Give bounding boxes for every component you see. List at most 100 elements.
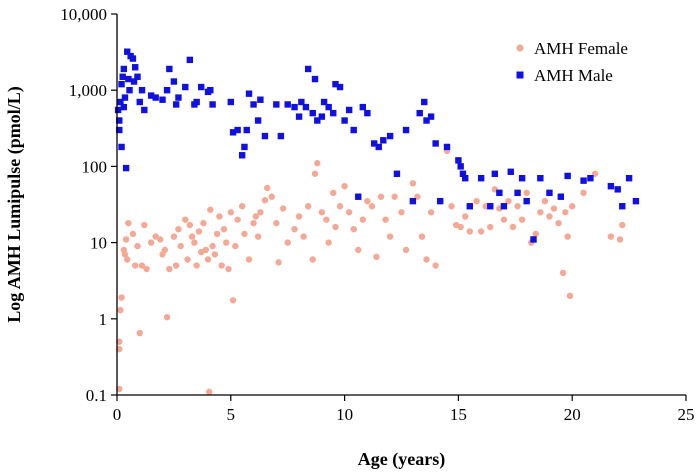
male-point bbox=[309, 109, 316, 117]
male-point bbox=[234, 126, 241, 134]
male-point bbox=[186, 56, 194, 64]
male-point bbox=[443, 143, 451, 151]
female-point bbox=[607, 233, 615, 240]
male-point bbox=[341, 117, 348, 124]
male-point bbox=[172, 101, 180, 108]
female-point bbox=[116, 385, 123, 393]
female-point bbox=[238, 203, 246, 210]
female-point bbox=[350, 225, 357, 233]
male-point bbox=[198, 83, 205, 91]
male-point bbox=[257, 96, 264, 103]
male-point bbox=[432, 140, 439, 147]
female-point bbox=[207, 206, 214, 213]
female-point bbox=[580, 189, 587, 197]
female-point bbox=[359, 216, 367, 223]
female-point bbox=[205, 388, 213, 396]
female-point bbox=[257, 209, 264, 216]
female-point bbox=[227, 209, 234, 216]
female-point bbox=[273, 219, 280, 227]
male-point bbox=[625, 175, 633, 182]
female-point bbox=[122, 236, 130, 243]
x-axis-title: Age (years) bbox=[358, 449, 445, 470]
male-point bbox=[238, 152, 246, 159]
female-point bbox=[398, 209, 405, 216]
male-point bbox=[325, 103, 332, 111]
female-point bbox=[184, 256, 191, 263]
y-tick-label: 100 bbox=[82, 157, 108, 176]
female-point bbox=[368, 203, 376, 210]
male-point bbox=[580, 177, 587, 184]
male-point bbox=[350, 126, 357, 134]
male-point bbox=[436, 197, 444, 205]
female-point bbox=[546, 213, 553, 220]
male-point bbox=[491, 170, 499, 177]
male-point bbox=[124, 48, 131, 55]
male-point bbox=[125, 75, 132, 83]
male-point bbox=[254, 117, 262, 124]
male-point bbox=[332, 80, 339, 88]
female-point bbox=[518, 216, 526, 223]
female-point bbox=[229, 297, 237, 304]
male-point bbox=[241, 143, 248, 151]
female-point bbox=[473, 197, 480, 205]
male-point bbox=[518, 175, 526, 182]
female-point bbox=[134, 242, 141, 250]
female-point bbox=[157, 236, 164, 243]
x-ticks: 0 5 10 15 20 25 bbox=[113, 395, 695, 424]
male-point bbox=[546, 189, 553, 197]
male-point bbox=[364, 109, 371, 117]
male-point bbox=[114, 106, 122, 114]
male-point bbox=[130, 78, 138, 85]
male-point bbox=[459, 170, 467, 177]
female-point bbox=[555, 219, 562, 227]
male-point bbox=[409, 197, 417, 205]
legend: AMH Female AMH Male bbox=[516, 39, 628, 85]
male-point bbox=[245, 90, 253, 97]
male-point bbox=[121, 94, 129, 101]
male-point bbox=[147, 92, 155, 99]
female-point bbox=[427, 209, 435, 216]
female-point bbox=[569, 203, 576, 210]
male-point bbox=[530, 236, 537, 243]
y-tick-label: 10,000 bbox=[60, 5, 107, 24]
y-tick-label: 0.1 bbox=[86, 386, 107, 405]
female-point bbox=[550, 205, 558, 212]
male-point bbox=[393, 170, 401, 177]
male-point bbox=[152, 94, 159, 101]
male-point bbox=[416, 109, 423, 117]
female-point bbox=[418, 233, 426, 240]
female-point bbox=[170, 233, 178, 240]
female-point bbox=[254, 233, 262, 240]
male-point bbox=[427, 113, 435, 120]
female-point bbox=[195, 228, 203, 235]
axes bbox=[116, 14, 686, 396]
female-point bbox=[218, 262, 225, 269]
male-point bbox=[207, 87, 214, 94]
male-point bbox=[250, 101, 257, 108]
female-point bbox=[204, 256, 212, 263]
male-point bbox=[330, 109, 337, 117]
female-point bbox=[386, 233, 394, 240]
female-point bbox=[147, 239, 155, 246]
legend-label: AMH Female bbox=[534, 39, 628, 58]
male-point bbox=[355, 193, 362, 200]
male-point bbox=[423, 117, 430, 124]
series-amh-male bbox=[114, 48, 640, 243]
female-point bbox=[175, 225, 182, 233]
female-point bbox=[136, 329, 143, 337]
male-point bbox=[587, 175, 594, 182]
legend-square-marker bbox=[516, 71, 524, 79]
male-point bbox=[320, 98, 328, 106]
female-point bbox=[466, 228, 473, 235]
female-point bbox=[284, 239, 291, 246]
female-point bbox=[186, 221, 194, 229]
female-point bbox=[141, 221, 148, 229]
female-point bbox=[295, 213, 303, 220]
female-point bbox=[304, 203, 312, 210]
female-point bbox=[409, 180, 417, 187]
male-point bbox=[134, 73, 141, 80]
female-point bbox=[138, 262, 146, 269]
female-point bbox=[182, 216, 189, 223]
male-point bbox=[477, 175, 485, 182]
